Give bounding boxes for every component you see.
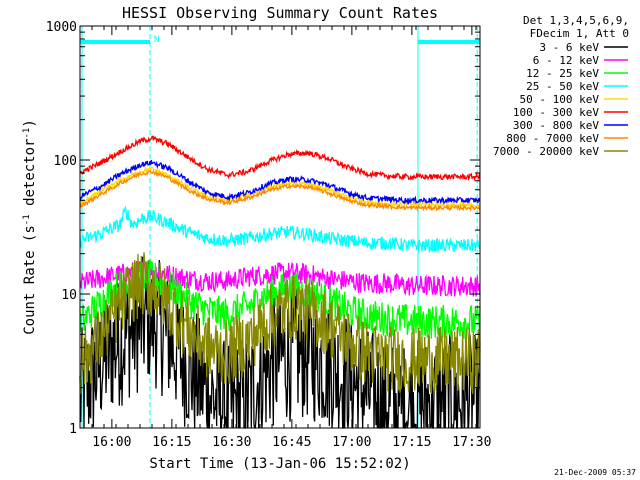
y-tick-label-2: 100 bbox=[54, 154, 77, 169]
y-axis-label: Count Rate (s-1 detector-1) bbox=[22, 119, 38, 335]
chart-title: HESSI Observing Summary Count Rates bbox=[122, 4, 438, 22]
plot-frame bbox=[79, 25, 481, 429]
legend-label-7: 800 - 7000 keV bbox=[506, 132, 599, 145]
series-line-3 bbox=[79, 205, 481, 253]
x-axis-ticks: 16:00 16:15 16:30 16:45 17:00 17:15 17:30 bbox=[91, 26, 491, 450]
legend-header-1: Det 1,3,4,5,6,9, bbox=[523, 14, 629, 27]
legend-label-3: 25 - 50 keV bbox=[526, 80, 599, 93]
legend-label-6: 300 - 800 keV bbox=[513, 119, 599, 132]
interval-bars: N bbox=[80, 35, 480, 45]
y-axis-label-mid: detector bbox=[22, 139, 38, 215]
legend-header-2: FDecim 1, Att 0 bbox=[530, 27, 629, 40]
y-tick-label-3: 1000 bbox=[46, 20, 77, 35]
legend-label-1: 6 - 12 keV bbox=[533, 54, 600, 67]
legend-label-0: 3 - 6 keV bbox=[539, 41, 599, 54]
series-line-6 bbox=[79, 159, 481, 206]
footer-date: 21-Dec-2009 05:37 bbox=[554, 468, 636, 477]
legend-label-2: 12 - 25 keV bbox=[526, 67, 599, 80]
legend-label-5: 100 - 300 keV bbox=[513, 106, 599, 119]
y-axis-label-sup2: -1 bbox=[22, 128, 32, 139]
series-group bbox=[79, 135, 481, 429]
interval-label-2: N bbox=[154, 35, 159, 45]
x-axis-label: Start Time (13-Jan-06 15:52:02) bbox=[149, 456, 410, 472]
legend-label-8: 7000 - 20000 keV bbox=[493, 145, 599, 158]
y-tick-label-1: 10 bbox=[61, 288, 77, 303]
x-tick-label-2: 16:30 bbox=[212, 435, 251, 450]
y-axis-ticks: 1 10 100 1000 bbox=[46, 20, 480, 437]
x-tick-label-6: 17:30 bbox=[452, 435, 491, 450]
x-tick-label-4: 17:00 bbox=[332, 435, 371, 450]
series-line-8 bbox=[79, 252, 481, 395]
x-tick-label-0: 16:00 bbox=[92, 435, 131, 450]
x-tick-label-1: 16:15 bbox=[152, 435, 191, 450]
y-axis-label-end: ) bbox=[22, 119, 38, 127]
y-axis-label-main: Count Rate (s bbox=[22, 225, 38, 335]
x-tick-label-5: 17:15 bbox=[392, 435, 431, 450]
series-line-7 bbox=[79, 169, 481, 213]
y-axis-label-sup1: -1 bbox=[22, 214, 32, 225]
x-tick-label-3: 16:45 bbox=[272, 435, 311, 450]
y-tick-label-0: 1 bbox=[69, 422, 77, 437]
legend-label-4: 50 - 100 keV bbox=[520, 93, 600, 106]
series-line-5 bbox=[79, 135, 481, 182]
